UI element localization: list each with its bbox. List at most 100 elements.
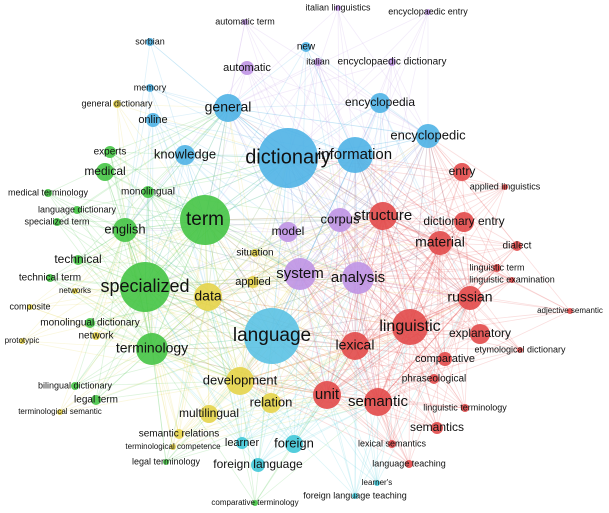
edge (326, 378, 435, 396)
edge (339, 135, 429, 221)
edge (299, 242, 441, 275)
edge (144, 286, 243, 444)
edge (144, 286, 167, 463)
edge (207, 296, 241, 382)
edge (59, 296, 209, 413)
edge (246, 67, 384, 217)
edge (29, 306, 241, 382)
edge (239, 345, 356, 382)
edge (147, 191, 241, 382)
node (461, 404, 469, 412)
edge (227, 46, 307, 109)
edge (439, 186, 506, 244)
node (392, 309, 428, 345)
edge (354, 154, 518, 247)
node-label: medical (84, 164, 125, 178)
edge (147, 191, 341, 221)
edge (326, 349, 521, 396)
edge (326, 297, 471, 396)
edge (152, 119, 301, 275)
edge (204, 219, 359, 279)
node (120, 262, 170, 312)
edge (287, 231, 441, 244)
edge (357, 277, 410, 465)
edge (270, 297, 471, 404)
node-label: specialized (100, 276, 189, 296)
node-label: semantics (410, 420, 464, 434)
edge (271, 333, 481, 337)
edge (207, 277, 359, 298)
edge (178, 273, 301, 435)
edge (339, 219, 435, 380)
edge (89, 322, 273, 337)
node (236, 437, 248, 449)
edge (293, 326, 411, 445)
edge (254, 252, 379, 403)
edge (76, 209, 153, 350)
edge (227, 107, 359, 279)
edge (293, 277, 359, 445)
edge (354, 154, 411, 328)
edge (144, 219, 341, 288)
node (170, 444, 176, 450)
edge (354, 154, 441, 244)
edge (377, 310, 571, 403)
node-label: applied (235, 276, 270, 288)
edge (299, 135, 429, 275)
node (405, 460, 413, 468)
edge (149, 87, 356, 156)
node (251, 249, 259, 257)
node (502, 184, 508, 190)
edge (357, 277, 438, 429)
edge (326, 394, 410, 465)
edge (377, 401, 466, 409)
edge (354, 297, 471, 497)
node-label: material (415, 234, 465, 250)
edge (382, 135, 429, 217)
edge (354, 171, 463, 347)
edge (436, 242, 441, 429)
edge (207, 296, 272, 404)
edge (287, 11, 429, 159)
edge (151, 348, 243, 444)
node-label: entry (449, 164, 476, 178)
edge (357, 277, 393, 445)
edge (439, 242, 446, 360)
node (470, 324, 490, 344)
edge (144, 286, 174, 448)
edge (354, 154, 446, 360)
edge (354, 345, 435, 380)
edge (293, 219, 341, 445)
edge (257, 345, 356, 466)
node (261, 393, 281, 413)
edge (339, 219, 521, 351)
edge (293, 273, 301, 445)
node-label: monolingual dictionary (40, 318, 140, 329)
edge (357, 277, 471, 299)
node-label: foreign (274, 435, 314, 450)
edge (337, 7, 356, 156)
node (92, 332, 100, 340)
node-label: learner's (362, 478, 392, 487)
node-label: corpus (320, 211, 360, 226)
node (19, 338, 25, 344)
edge (77, 259, 273, 337)
edge (339, 219, 379, 403)
node (328, 208, 352, 232)
edge (354, 154, 411, 328)
edge (254, 154, 356, 254)
edge (382, 186, 506, 217)
edge (207, 215, 384, 298)
node (258, 128, 318, 188)
edge (147, 154, 356, 193)
edge (271, 335, 466, 409)
edge (299, 267, 498, 275)
node-label: terminological competence (125, 442, 221, 451)
edge (354, 242, 441, 347)
edge (357, 171, 463, 279)
node-label: networks (59, 286, 91, 295)
edge (241, 394, 328, 444)
edge (409, 310, 571, 328)
edge (74, 335, 273, 387)
edge (151, 277, 359, 350)
